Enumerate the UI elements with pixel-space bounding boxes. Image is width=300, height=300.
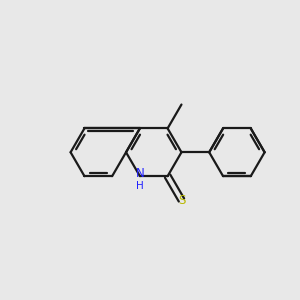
Text: N: N — [136, 167, 144, 180]
Text: H: H — [136, 181, 144, 191]
Text: S: S — [178, 194, 186, 206]
